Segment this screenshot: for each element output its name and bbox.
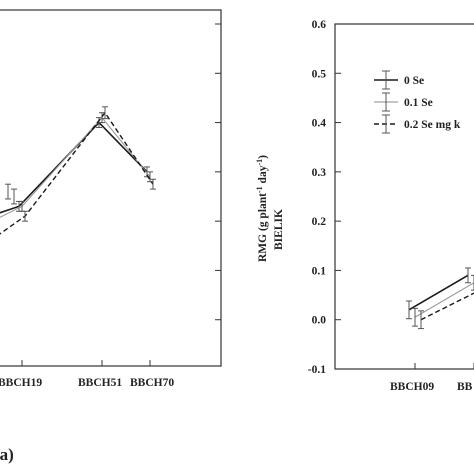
panel-b-x-ticks <box>414 363 474 369</box>
legend-entry-label: 0.2 Se mg k <box>404 119 461 131</box>
panel-b-x-tick-labels: BBCH09 BB <box>390 381 473 393</box>
svg-text:RMG (g plant-1 day-1): RMG (g plant-1 day-1) <box>255 155 269 262</box>
panel-a-x-tick-label: BBCH19 <box>0 377 42 389</box>
panel-a: BBCH19 BBCH51 BBCH70 (a) <box>0 9 222 464</box>
panel-b-x-tick-label: BB <box>457 381 473 393</box>
legend-entry-label: 0 Se <box>404 75 424 87</box>
panel-a-label: (a) <box>0 445 14 464</box>
y-title-sup-1: -1 <box>255 186 264 193</box>
panel-b-y-axis-title: RMG (g plant-1 day-1) <box>255 155 269 262</box>
panel-b-y-tick-label: 0.6 <box>312 19 327 31</box>
panel-b-y-tick-labels: -0.1 0.0 0.1 0.2 0.3 0.4 0.5 0.6 <box>308 19 326 376</box>
panel-b-series-line <box>414 282 474 318</box>
panel-a-x-ticks <box>21 360 151 366</box>
legend-entry-label: 0.1 Se <box>404 97 433 109</box>
panel-b-y-tick-label: -0.1 <box>308 364 326 376</box>
panel-b-series-line <box>408 274 469 311</box>
y-title-part-2: day <box>257 165 269 186</box>
panel-a-y-ticks <box>215 23 221 321</box>
panel-b-y-tick-label: 0.4 <box>312 118 327 130</box>
panel-b-y-tick-label: 0.3 <box>312 167 327 179</box>
panel-a-x-tick-label: BBCH51 <box>78 377 122 389</box>
y-title-part-1: RMG (g plant <box>257 193 269 262</box>
y-title-sup-2: -1 <box>255 159 264 166</box>
panel-a-x-tick-labels: BBCH19 BBCH51 BBCH70 <box>0 377 174 389</box>
panel-b-y-tick-label: 0.2 <box>312 216 327 228</box>
panel-b-x-tick-label: BBCH09 <box>390 381 434 393</box>
panel-b-y-tick-label: 0.1 <box>312 265 327 277</box>
legend: 0 Se 0.1 Se 0.2 Se mg k <box>374 70 461 134</box>
y-title-cultivar: BIELIK <box>273 209 285 250</box>
panel-a-x-tick-label: BBCH70 <box>130 377 174 389</box>
panel-b: -0.1 0.0 0.1 0.2 0.3 0.4 0.5 0.6 BBCH09 BB RMG (… <box>255 19 474 393</box>
panel-b-y-axis-subtitle: BIELIK <box>273 209 285 250</box>
panel-b-series <box>406 267 474 330</box>
panel-a-series <box>0 106 156 235</box>
panel-b-y-tick-label: 0.5 <box>312 68 327 80</box>
panel-a-series-line <box>0 116 151 218</box>
panel-b-y-tick-label: 0.0 <box>312 315 327 327</box>
panel-a-series-line <box>0 111 154 235</box>
panel-b-frame <box>334 23 474 370</box>
panel-b-y-ticks <box>335 23 341 370</box>
panel-b-series-line <box>420 292 474 321</box>
panel-a-series-line <box>0 121 148 214</box>
panel-a-frame <box>0 9 222 367</box>
y-title-part-3: ) <box>257 155 269 159</box>
